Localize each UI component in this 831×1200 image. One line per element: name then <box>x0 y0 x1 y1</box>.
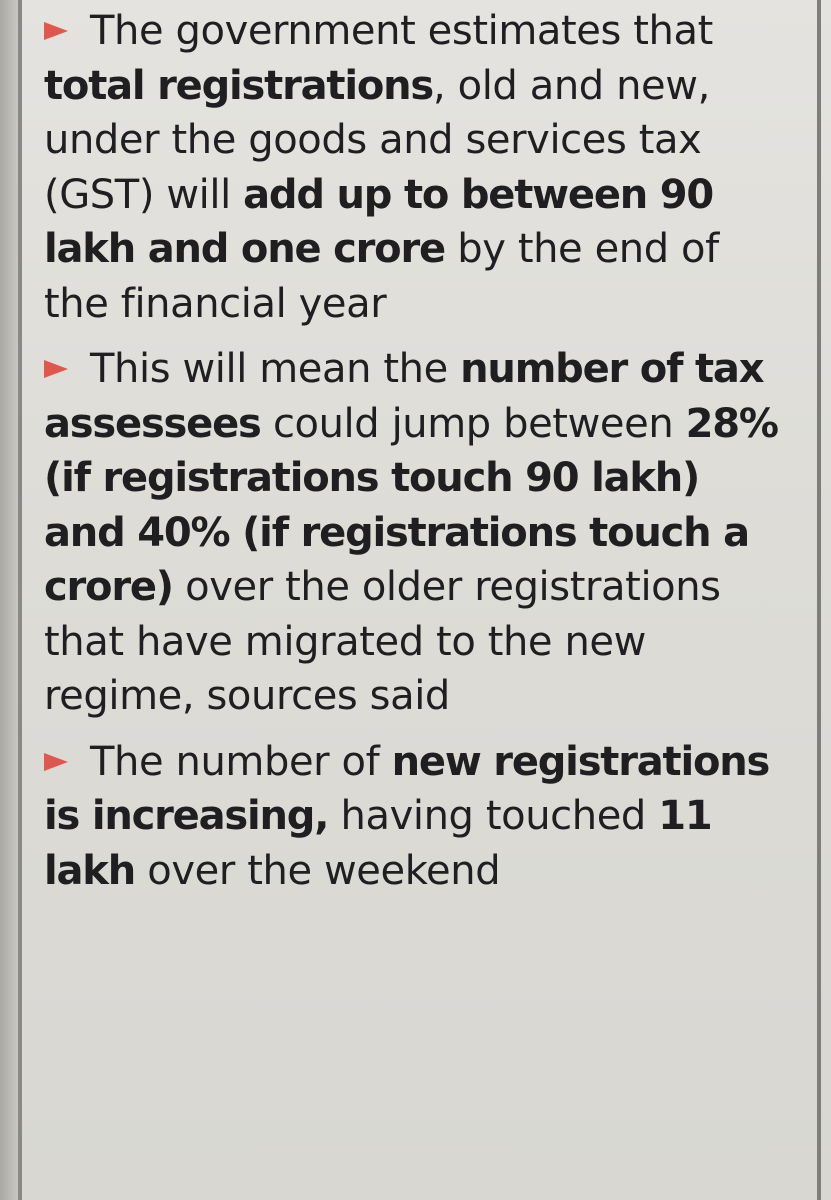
bullet-bold-text: new registrations is increasing, <box>44 738 770 840</box>
bullet-text: , old and new, under the goods and servi… <box>44 62 710 218</box>
bullet-text: The number of <box>90 738 392 785</box>
red-arrow-bullet-icon <box>44 752 68 771</box>
red-arrow-bullet-icon <box>44 22 68 40</box>
bullet-item: The number of new registrations is incre… <box>44 735 784 899</box>
bullet-bold-text: add up to between 90 lakh and one crore <box>44 171 714 273</box>
bullet-bold-text: 11 lakh <box>44 793 713 894</box>
left-column-rule <box>18 0 22 1200</box>
bullet-list: The government estimates that total regi… <box>44 4 784 909</box>
red-arrow-bullet-icon <box>44 360 68 378</box>
bullet-text: by the end of the financial year <box>44 226 719 327</box>
bullet-bold-text: 28% (if registrations touch 90 lakh) and… <box>44 400 779 611</box>
bullet-text: over the older registrations that have m… <box>44 564 721 719</box>
bullet-text: having touched <box>328 793 659 839</box>
bullet-text: could jump between <box>260 400 686 447</box>
right-column-rule <box>817 0 821 1200</box>
bullet-text: This will mean the <box>90 346 461 392</box>
bullet-item: The government estimates that total regi… <box>44 4 784 331</box>
bullet-bold-text: number of tax assessees <box>44 346 765 447</box>
page-edge-shadow <box>0 0 18 1200</box>
bullet-item: This will mean the number of tax assesse… <box>44 342 784 724</box>
bullet-text: over the weekend <box>134 847 501 894</box>
bullet-bold-text: total registrations <box>44 62 434 109</box>
bullet-text: The government estimates that <box>90 8 713 54</box>
